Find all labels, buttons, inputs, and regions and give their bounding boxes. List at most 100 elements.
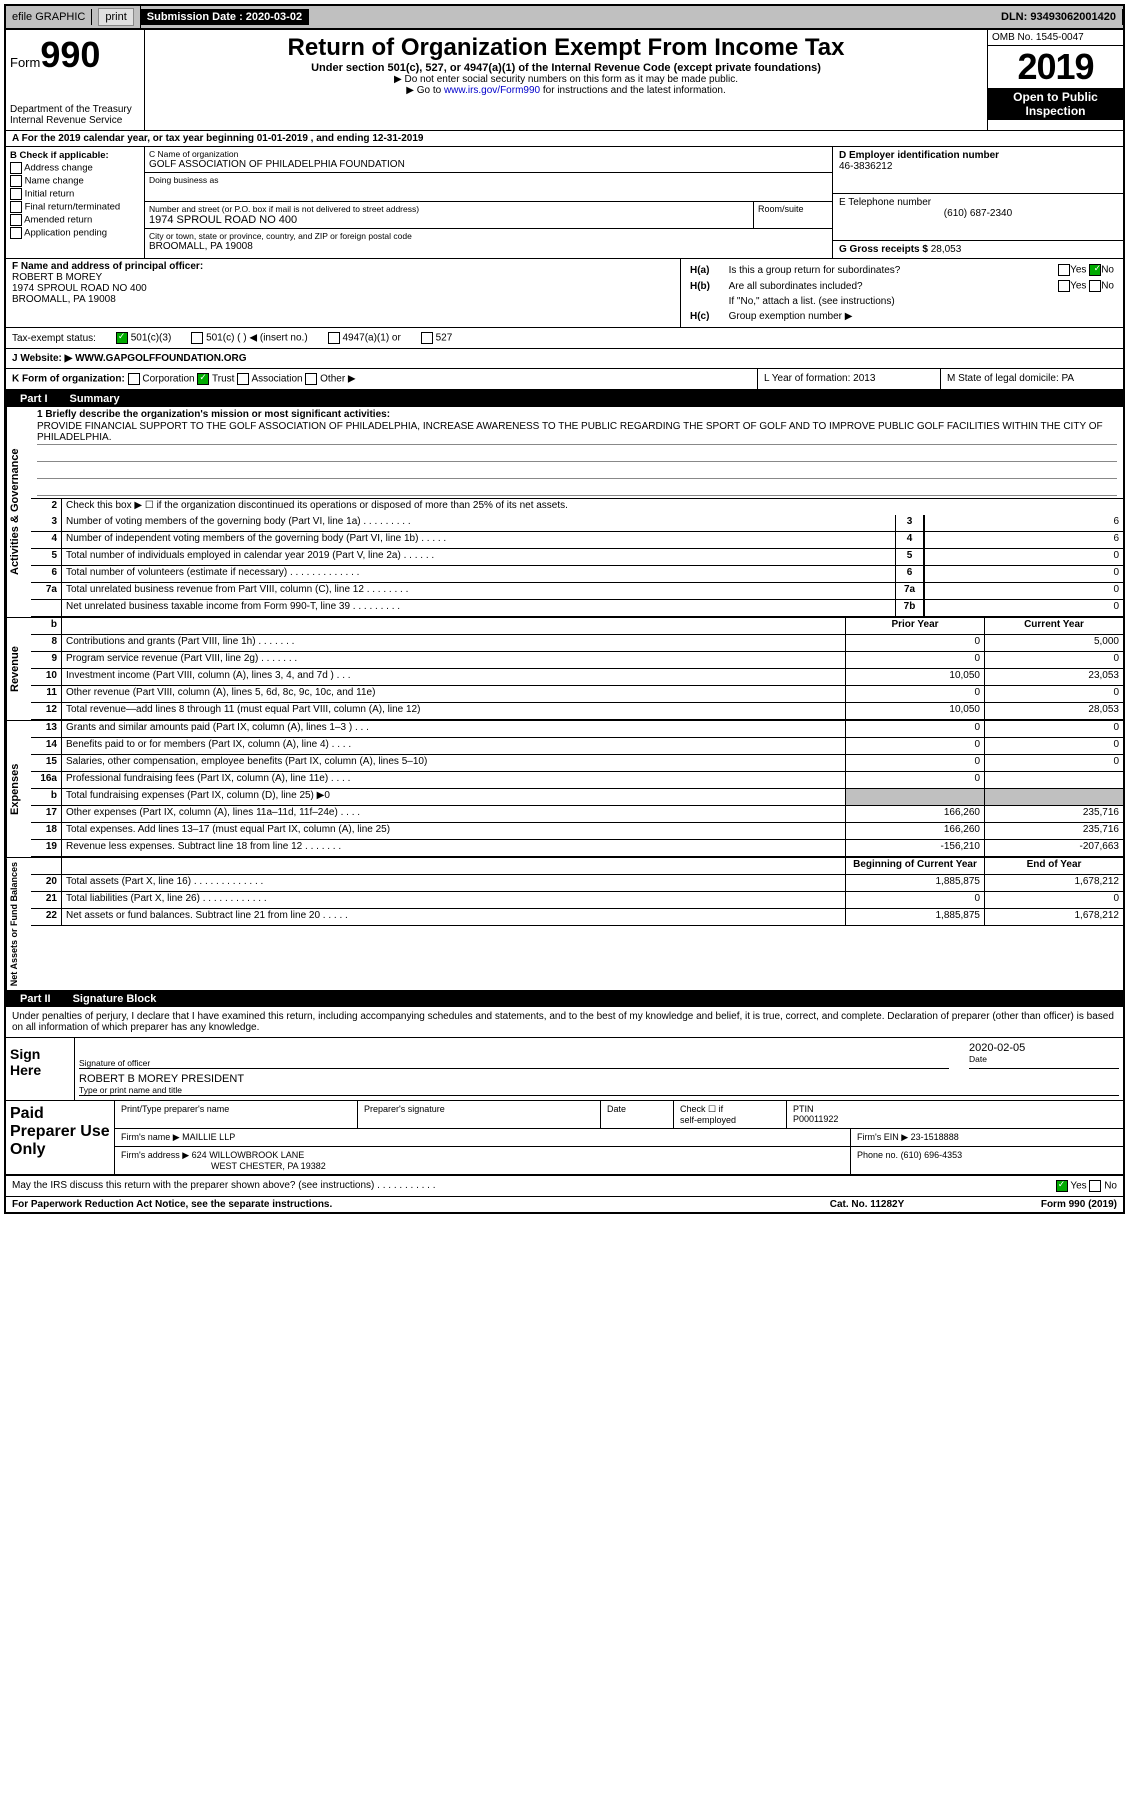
table-row: 18Total expenses. Add lines 13–17 (must … — [31, 823, 1123, 840]
group-return-table: H(a)Is this a group return for subordina… — [687, 261, 1117, 325]
check-501c[interactable] — [191, 332, 203, 344]
col-d: D Employer identification number46-38362… — [832, 147, 1123, 258]
dba-label: Doing business as — [149, 175, 828, 185]
check-initial[interactable] — [10, 188, 22, 200]
mission-text: PROVIDE FINANCIAL SUPPORT TO THE GOLF AS… — [37, 420, 1117, 445]
ha-yes[interactable] — [1058, 264, 1070, 276]
officer-addr1: 1974 SPROUL ROAD NO 400 — [12, 283, 674, 294]
officer-label: F Name and address of principal officer: — [12, 261, 674, 272]
submission-date: 2020-03-02 — [246, 11, 302, 23]
part1-header: Part ISummary — [6, 391, 1123, 407]
section-fh: F Name and address of principal officer:… — [6, 259, 1123, 328]
check-pending[interactable] — [10, 227, 22, 239]
firm-addr1: 624 WILLOWBROOK LANE — [192, 1150, 305, 1160]
check-assoc[interactable] — [237, 373, 249, 385]
officer-name-label: Type or print name and title — [79, 1085, 1119, 1095]
line2: Check this box ▶ ☐ if the organization d… — [62, 499, 1123, 515]
street-address: 1974 SPROUL ROAD NO 400 — [149, 214, 749, 226]
table-row: Net unrelated business taxable income fr… — [31, 600, 1123, 617]
gross-receipts: 28,053 — [931, 244, 962, 255]
table-row: 4Number of independent voting members of… — [31, 532, 1123, 549]
perjury-text: Under penalties of perjury, I declare th… — [6, 1007, 1123, 1038]
footer: For Paperwork Reduction Act Notice, see … — [6, 1197, 1123, 1212]
form-number: Form990 — [10, 34, 140, 76]
check-corp[interactable] — [128, 373, 140, 385]
table-row: 7aTotal unrelated business revenue from … — [31, 583, 1123, 600]
firm-phone-label: Phone no. — [857, 1150, 898, 1160]
net-assets-section: Net Assets or Fund Balances Beginning of… — [6, 858, 1123, 991]
prep-name-label: Print/Type preparer's name — [115, 1101, 358, 1128]
table-row: 12Total revenue—add lines 8 through 11 (… — [31, 703, 1123, 720]
table-row: bTotal fundraising expenses (Part IX, co… — [31, 789, 1123, 806]
check-amended[interactable] — [10, 214, 22, 226]
dln: DLN: 93493062001420 — [995, 9, 1123, 25]
firm-name: MAILLIE LLP — [182, 1132, 235, 1142]
table-row: 5Total number of individuals employed in… — [31, 549, 1123, 566]
table-row: 13Grants and similar amounts paid (Part … — [31, 721, 1123, 738]
city-state-zip: BROOMALL, PA 19008 — [149, 241, 828, 252]
tax-year: 2019 — [988, 46, 1123, 88]
hdr-current: Current Year — [984, 618, 1123, 634]
form-container: efile GRAPHIC print Submission Date : 20… — [4, 4, 1125, 1214]
table-row: 11Other revenue (Part VIII, column (A), … — [31, 686, 1123, 703]
website-row: J Website: ▶ WWW.GAPGOLFFOUNDATION.ORG — [6, 349, 1123, 369]
ptin-label: PTIN — [793, 1104, 814, 1114]
firm-addr2: WEST CHESTER, PA 19382 — [211, 1161, 326, 1171]
status-label: Tax-exempt status: — [12, 333, 96, 344]
section-bcd: B Check if applicable: Address change Na… — [6, 147, 1123, 259]
dept-treasury: Department of the Treasury — [10, 104, 140, 115]
firm-addr-label: Firm's address ▶ — [121, 1150, 189, 1160]
efile-label: efile GRAPHIC — [6, 9, 92, 25]
irs-link[interactable]: www.irs.gov/Form990 — [444, 85, 540, 96]
hdr-eoy: End of Year — [984, 858, 1123, 874]
discuss-yes[interactable] — [1056, 1180, 1068, 1192]
hdr-prior: Prior Year — [845, 618, 984, 634]
table-row: 6Total number of volunteers (estimate if… — [31, 566, 1123, 583]
check-501c3[interactable] — [116, 332, 128, 344]
sign-here: Sign Here Signature of officer 2020-02-0… — [6, 1038, 1123, 1101]
website-url: WWW.GAPGOLFFOUNDATION.ORG — [75, 353, 246, 364]
check-name[interactable] — [10, 175, 22, 187]
org-name: GOLF ASSOCIATION OF PHILADELPHIA FOUNDAT… — [149, 159, 828, 170]
discuss-no[interactable] — [1089, 1180, 1101, 1192]
revenue-section: Revenue bPrior YearCurrent Year 8Contrib… — [6, 618, 1123, 721]
omb-number: OMB No. 1545-0047 — [988, 30, 1123, 46]
cat-no: Cat. No. 11282Y — [767, 1199, 967, 1210]
col-c: C Name of organizationGOLF ASSOCIATION O… — [145, 147, 832, 258]
city-label: City or town, state or province, country… — [149, 231, 828, 241]
print-button[interactable]: print — [98, 8, 133, 26]
check-other[interactable] — [305, 373, 317, 385]
hb-yes[interactable] — [1058, 280, 1070, 292]
table-row: 16aProfessional fundraising fees (Part I… — [31, 772, 1123, 789]
table-row: 15Salaries, other compensation, employee… — [31, 755, 1123, 772]
paperwork-notice: For Paperwork Reduction Act Notice, see … — [12, 1199, 767, 1210]
col-b: B Check if applicable: Address change Na… — [6, 147, 145, 258]
ein: 46-3836212 — [839, 161, 1117, 172]
hc-text: Group exemption number ▶ — [728, 310, 1115, 323]
k-org-row: K Form of organization: Corporation Trus… — [6, 369, 1123, 391]
check-address[interactable] — [10, 162, 22, 174]
submission-label: Submission Date : — [147, 11, 246, 23]
ha-no[interactable] — [1089, 264, 1101, 276]
firm-phone: (610) 696-4353 — [901, 1150, 963, 1160]
check-final[interactable] — [10, 201, 22, 213]
col-b-title: B Check if applicable: — [10, 150, 140, 161]
sig-officer-label: Signature of officer — [79, 1058, 949, 1068]
table-row: 8Contributions and grants (Part VIII, li… — [31, 635, 1123, 652]
instruction-link: ▶ Go to www.irs.gov/Form990 for instruct… — [149, 85, 983, 96]
side-rev: Revenue — [6, 618, 31, 720]
ptin: P00011922 — [793, 1114, 838, 1124]
hb-no[interactable] — [1089, 280, 1101, 292]
check-trust[interactable] — [197, 373, 209, 385]
check-527[interactable] — [421, 332, 433, 344]
table-row: 10Investment income (Part VIII, column (… — [31, 669, 1123, 686]
phone: (610) 687-2340 — [839, 208, 1117, 219]
discuss-text: May the IRS discuss this return with the… — [12, 1180, 1056, 1192]
form-ref: Form 990 (2019) — [967, 1199, 1117, 1210]
hb-text: Are all subordinates included? — [728, 279, 1017, 293]
inspection-label: Open to PublicInspection — [988, 88, 1123, 120]
discuss-row: May the IRS discuss this return with the… — [6, 1176, 1123, 1197]
form-title: Return of Organization Exempt From Incom… — [149, 34, 983, 62]
officer-addr2: BROOMALL, PA 19008 — [12, 294, 674, 305]
check-4947[interactable] — [328, 332, 340, 344]
